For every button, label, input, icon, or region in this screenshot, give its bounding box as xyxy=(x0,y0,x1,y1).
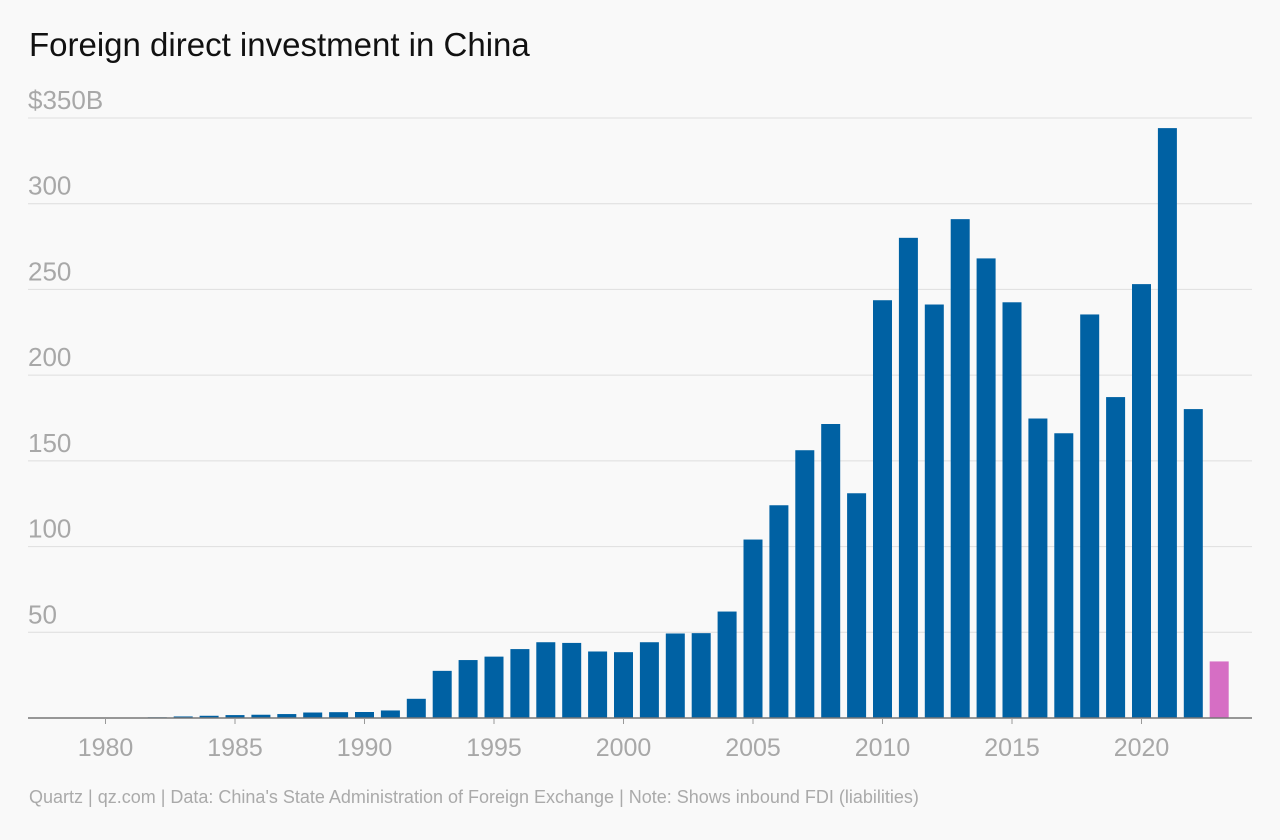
bar-1986 xyxy=(251,714,271,718)
bar-1992 xyxy=(406,698,426,718)
bar-2011 xyxy=(898,237,918,719)
bar-2023 xyxy=(1209,661,1229,718)
x-tick-label: 1980 xyxy=(78,734,134,762)
x-tick-label: 2010 xyxy=(855,734,911,762)
bar-2002 xyxy=(665,633,685,718)
y-tick-label: 300 xyxy=(28,171,71,201)
bar-1991 xyxy=(380,710,400,718)
bar-2006 xyxy=(769,505,789,718)
bar-1998 xyxy=(562,642,582,718)
bar-2014 xyxy=(976,258,996,718)
chart-title: Foreign direct investment in China xyxy=(29,26,530,63)
bar-2005 xyxy=(743,539,763,718)
bar-2020 xyxy=(1132,284,1151,718)
bar-2004 xyxy=(717,611,737,718)
bar-1994 xyxy=(458,660,478,718)
x-tick-label: 1995 xyxy=(466,734,522,762)
bar-1988 xyxy=(303,712,323,718)
bar-2003 xyxy=(691,633,711,718)
bar-1999 xyxy=(588,651,608,718)
bar-2000 xyxy=(614,652,633,718)
bar-2009 xyxy=(847,493,867,718)
bar-1987 xyxy=(277,714,297,718)
bar-1997 xyxy=(536,642,556,718)
bar-2010 xyxy=(873,300,892,718)
bar-1993 xyxy=(432,670,452,718)
bar-1996 xyxy=(510,649,530,718)
bar-1990 xyxy=(355,712,374,718)
y-tick-label: 200 xyxy=(28,342,71,372)
bar-2007 xyxy=(795,450,815,718)
x-tick-label: 2015 xyxy=(984,734,1040,762)
x-tick-label: 1990 xyxy=(337,734,393,762)
bar-2012 xyxy=(924,304,944,718)
bar-1995 xyxy=(484,656,504,718)
x-tick-label: 2020 xyxy=(1114,734,1170,762)
bar-2022 xyxy=(1183,409,1203,718)
bar-2019 xyxy=(1106,397,1126,718)
x-tick-label: 2000 xyxy=(596,734,652,762)
bar-2015 xyxy=(1002,302,1022,718)
x-tick-label: 2005 xyxy=(725,734,781,762)
y-tick-label: 50 xyxy=(28,599,57,629)
bar-1984 xyxy=(199,715,219,718)
bar-2017 xyxy=(1054,433,1074,718)
bar-2013 xyxy=(950,219,970,718)
bar-2018 xyxy=(1080,314,1100,718)
bar-2016 xyxy=(1028,418,1048,718)
bar-1985 xyxy=(225,715,245,718)
y-tick-label: 250 xyxy=(28,256,71,286)
bar-2008 xyxy=(821,424,841,718)
y-tick-label: 100 xyxy=(28,514,71,544)
y-tick-label: 150 xyxy=(28,428,71,458)
y-tick-label: $350B xyxy=(28,85,103,115)
bar-1983 xyxy=(173,716,193,718)
bar-2021 xyxy=(1157,128,1177,719)
bar-1989 xyxy=(329,712,349,718)
bar-2001 xyxy=(639,642,659,718)
x-tick-label: 1985 xyxy=(207,734,263,762)
source-note: Quartz | qz.com | Data: China's State Ad… xyxy=(29,787,919,807)
